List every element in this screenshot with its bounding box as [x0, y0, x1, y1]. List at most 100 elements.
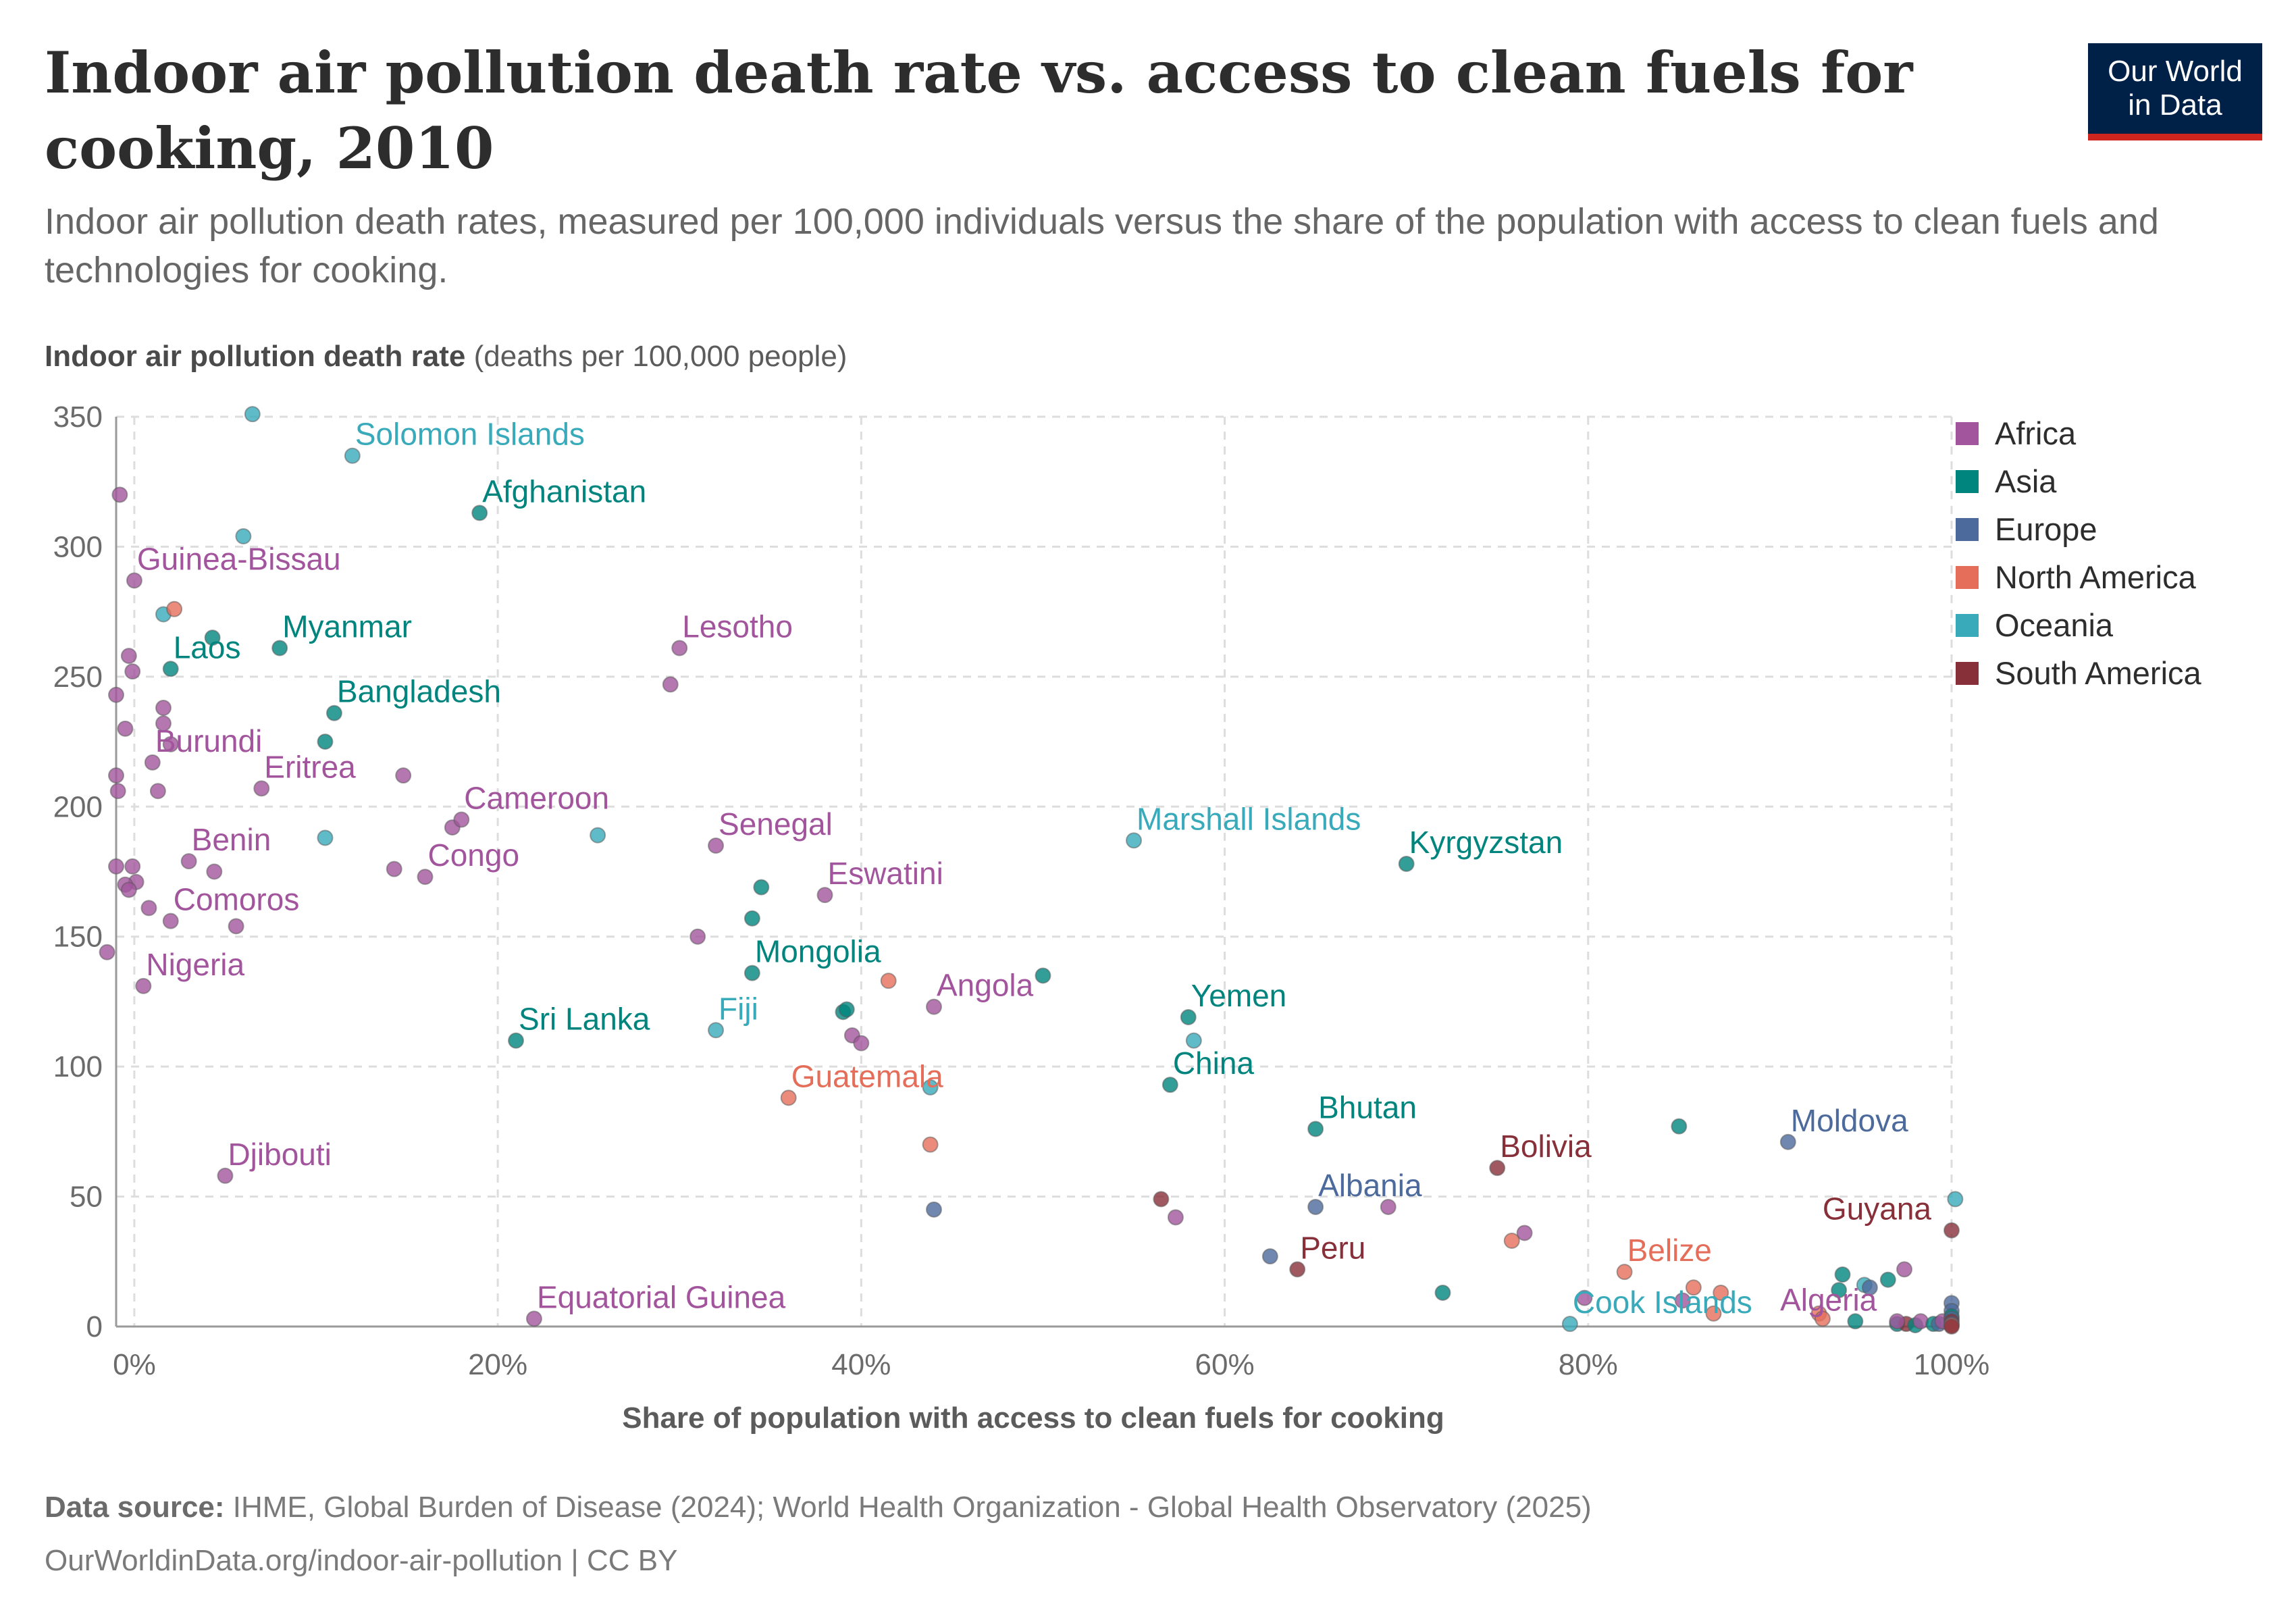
logo-line-2: in Data — [2128, 88, 2222, 122]
y-tick-label: 300 — [53, 530, 103, 563]
point-label: Eritrea — [264, 749, 356, 784]
data-point — [117, 720, 134, 737]
labeled-data-point — [144, 754, 161, 771]
data-point — [206, 863, 223, 880]
data-point — [204, 629, 221, 646]
y-tick-label: 150 — [53, 921, 103, 954]
data-point — [1153, 1191, 1170, 1208]
data-point — [140, 900, 157, 917]
point-label: Belize — [1627, 1233, 1712, 1268]
legend-swatch — [1956, 613, 1979, 637]
labeled-data-point — [1180, 1009, 1197, 1026]
point-label: Eswatini — [828, 856, 943, 891]
x-tick-label: 100% — [1914, 1348, 1990, 1381]
labeled-data-point — [1616, 1264, 1633, 1281]
data-point — [1380, 1198, 1397, 1215]
data-point — [1861, 1279, 1878, 1296]
labeled-data-point — [816, 887, 833, 904]
data-point — [317, 734, 334, 750]
legend-label: Europe — [1995, 511, 2097, 547]
y-axis-label-main: Indoor air pollution death rate — [45, 340, 466, 373]
labeled-data-point — [453, 811, 470, 828]
point-label: Myanmar — [282, 609, 412, 644]
legend-item[interactable]: Oceania — [1956, 601, 2201, 649]
data-point — [395, 767, 412, 784]
labeled-data-point — [1126, 832, 1143, 849]
labeled-data-point — [471, 505, 488, 521]
legend-label: Oceania — [1995, 607, 2114, 643]
labeled-data-point — [508, 1032, 525, 1049]
labeled-data-point — [925, 998, 942, 1015]
chart-subtitle: Indoor air pollution death rates, measur… — [45, 201, 2159, 290]
point-label: Peru — [1300, 1230, 1365, 1265]
point-label: Algeria — [1780, 1282, 1877, 1317]
point-label: Guyana — [1823, 1191, 1932, 1227]
data-point — [124, 663, 141, 680]
point-label: Afghanistan — [482, 473, 646, 509]
point-label: Senegal — [719, 806, 833, 842]
legend-item[interactable]: South America — [1956, 649, 2201, 697]
owid-logo[interactable]: Our World in Data — [2088, 43, 2262, 140]
point-label: Djibouti — [228, 1137, 331, 1172]
data-source-label: Data source: — [45, 1491, 225, 1524]
labeled-data-point — [417, 869, 434, 885]
logo-line-1: Our World — [2108, 55, 2243, 88]
data-source: Data source: IHME, Global Burden of Dise… — [45, 1491, 1592, 1524]
data-point — [111, 486, 128, 503]
y-tick-label: 200 — [53, 790, 103, 823]
data-point — [317, 829, 334, 846]
point-label: Marshall Islands — [1137, 801, 1361, 836]
point-label: Sri Lanka — [519, 1002, 650, 1037]
labeled-data-point — [162, 912, 179, 929]
labeled-data-point — [271, 640, 288, 657]
data-point — [1261, 1248, 1278, 1265]
x-tick-label: 0% — [113, 1348, 156, 1381]
y-tick-label: 250 — [53, 661, 103, 694]
legend-item[interactable]: Europe — [1956, 505, 2201, 553]
data-point — [1185, 1032, 1202, 1049]
labeled-data-point — [1943, 1222, 1960, 1239]
legend-swatch — [1956, 469, 1979, 493]
x-tick-label: 40% — [831, 1348, 891, 1381]
point-label: Cameroon — [464, 781, 609, 816]
x-axis-label: Share of population with access to clean… — [622, 1401, 1444, 1435]
data-point — [124, 858, 141, 875]
labeled-data-point — [1398, 855, 1415, 872]
point-label: Comoros — [174, 882, 300, 917]
labeled-data-point — [1307, 1121, 1324, 1137]
labeled-data-point — [126, 572, 142, 589]
data-point — [1167, 1209, 1184, 1226]
legend-item[interactable]: Africa — [1956, 409, 2201, 457]
labeled-data-point — [180, 853, 197, 870]
legend-item[interactable]: North America — [1956, 553, 2201, 601]
data-point — [925, 1201, 942, 1218]
legend-swatch — [1956, 517, 1979, 541]
point-label: Bhutan — [1318, 1090, 1417, 1125]
data-point — [1576, 1289, 1593, 1306]
data-point — [120, 648, 137, 665]
data-point — [922, 1136, 939, 1153]
point-label: Laos — [174, 629, 241, 665]
footer-url[interactable]: OurWorldinData.org/indoor-air-pollution … — [45, 1544, 678, 1577]
labeled-data-point — [1162, 1077, 1178, 1093]
point-label: Kyrgyzstan — [1409, 825, 1563, 860]
point-label: Burundi — [155, 723, 263, 758]
data-source-text: IHME, Global Burden of Disease (2024); W… — [232, 1491, 1592, 1524]
data-point — [1831, 1282, 1848, 1299]
labeled-data-point — [1779, 1133, 1796, 1150]
data-point — [1834, 1266, 1851, 1283]
data-point — [853, 1035, 870, 1052]
legend-item[interactable]: Asia — [1956, 457, 2201, 505]
labeled-data-point — [162, 661, 179, 677]
legend-swatch — [1956, 421, 1979, 445]
data-point — [244, 406, 261, 423]
point-label: Lesotho — [682, 609, 793, 644]
data-point — [1713, 1284, 1729, 1301]
chart-title: Indoor air pollution death rate vs. acce… — [45, 39, 1913, 182]
data-point — [590, 827, 606, 844]
labeled-data-point — [671, 640, 688, 657]
data-point — [149, 783, 166, 800]
data-point — [162, 736, 179, 752]
x-tick-label: 80% — [1559, 1348, 1618, 1381]
point-label: China — [1173, 1046, 1255, 1081]
